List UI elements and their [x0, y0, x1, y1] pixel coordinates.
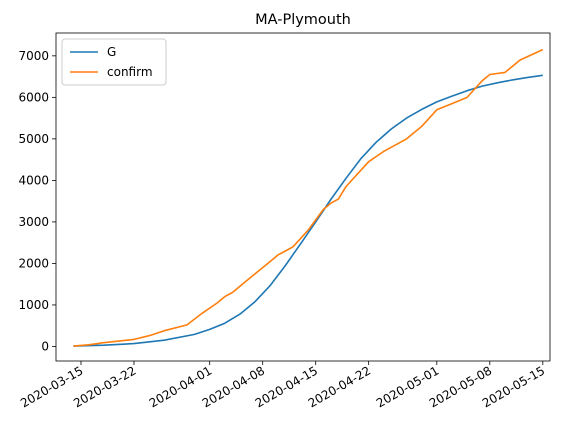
- y-tick-label: 3000: [18, 215, 49, 229]
- y-tick-label: 5000: [18, 132, 49, 146]
- y-tick-label: 1000: [18, 298, 49, 312]
- legend-label: G: [107, 45, 116, 59]
- y-tick-label: 7000: [18, 49, 49, 63]
- chart-title: MA-Plymouth: [255, 12, 351, 28]
- y-tick-label: 2000: [18, 256, 49, 270]
- series-line-confirm: [73, 48, 544, 347]
- plot-frame: [55, 32, 551, 362]
- legend-label: confirm: [107, 65, 153, 79]
- y-axis-ticks: 0 1000 2000 3000 4000 5000 6000 7000: [18, 49, 56, 353]
- series-line-G: [73, 74, 543, 347]
- y-tick-label: 4000: [18, 173, 49, 187]
- legend-box: [61, 38, 167, 86]
- y-tick-label: 0: [41, 339, 49, 353]
- y-tick-label: 6000: [18, 90, 49, 104]
- series-layer: [73, 48, 544, 347]
